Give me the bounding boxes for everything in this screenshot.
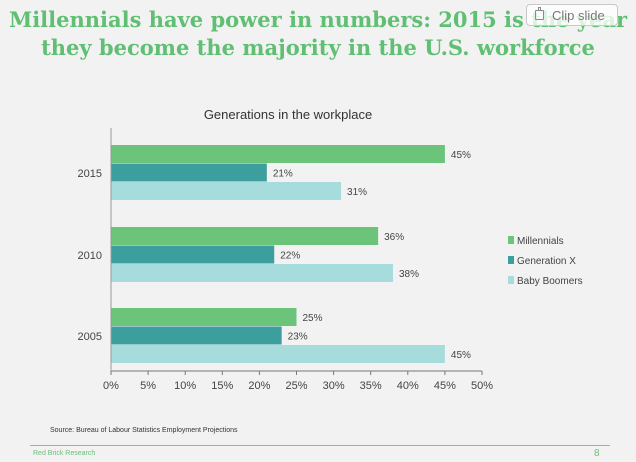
chart-title: Generations in the workplace [204,107,372,122]
legend-swatch-millennials [508,236,514,244]
clipboard-icon [535,7,544,20]
legend-label-millennials: Millennials [517,236,564,247]
category-label-2005: 2005 [78,331,102,343]
clip-slide-button[interactable]: Clip slide [526,4,618,26]
bar-2010-generation_x [111,245,275,264]
x-tick-label: 10% [174,380,196,392]
x-tick-label: 50% [471,380,493,392]
data-label-2005-millennials: 25% [303,313,323,324]
x-tick-label: 5% [140,380,156,392]
bar-2015-baby_boomers [111,182,342,200]
x-tick-label: 40% [397,380,419,392]
legend-label-baby_boomers: Baby Boomers [517,276,583,287]
x-tick-label: 25% [285,380,307,392]
data-label-2015-generation_x: 21% [273,169,293,180]
bar-2005-baby_boomers [111,345,445,363]
bar-2010-baby_boomers [111,264,393,282]
footer-brand: Red Brick Research [33,450,96,457]
data-label-2010-generation_x: 22% [280,251,300,262]
data-label-2015-baby_boomers: 31% [347,187,367,198]
page-number: 8 [594,448,600,459]
data-label-2015-millennials: 45% [451,150,471,161]
category-label-2010: 2010 [78,250,102,262]
bar-2005-millennials [111,308,297,326]
bar-2010-millennials [111,227,379,245]
legend-swatch-baby_boomers [508,276,514,284]
x-tick-label: 20% [248,380,270,392]
slide-title-line-1: Millennials have power in numbers: 2015 … [8,7,628,32]
bar-2005-generation_x [111,326,282,345]
legend-label-generation_x: Generation X [517,256,576,267]
source-note: Source: Bureau of Labour Statistics Empl… [50,427,238,434]
slide-title-line-2: they become the majority in the U.S. wor… [41,35,595,60]
data-label-2005-baby_boomers: 45% [451,350,471,361]
data-label-2005-generation_x: 23% [288,332,308,343]
x-tick-label: 0% [103,380,119,392]
slide-title: Millennials have power in numbers: 2015 … [0,6,636,62]
data-label-2010-baby_boomers: 38% [399,269,419,280]
x-tick-label: 30% [323,380,345,392]
data-label-2010-millennials: 36% [384,232,404,243]
clip-slide-label: Clip slide [552,7,605,23]
footer-divider [30,445,610,446]
x-tick-label: 45% [434,380,456,392]
x-tick-label: 15% [211,380,233,392]
bar-2015-generation_x [111,163,267,182]
legend-swatch-generation_x [508,256,514,264]
x-tick-label: 35% [360,380,382,392]
category-label-2015: 2015 [78,168,102,180]
bar-2015-millennials [111,145,445,163]
